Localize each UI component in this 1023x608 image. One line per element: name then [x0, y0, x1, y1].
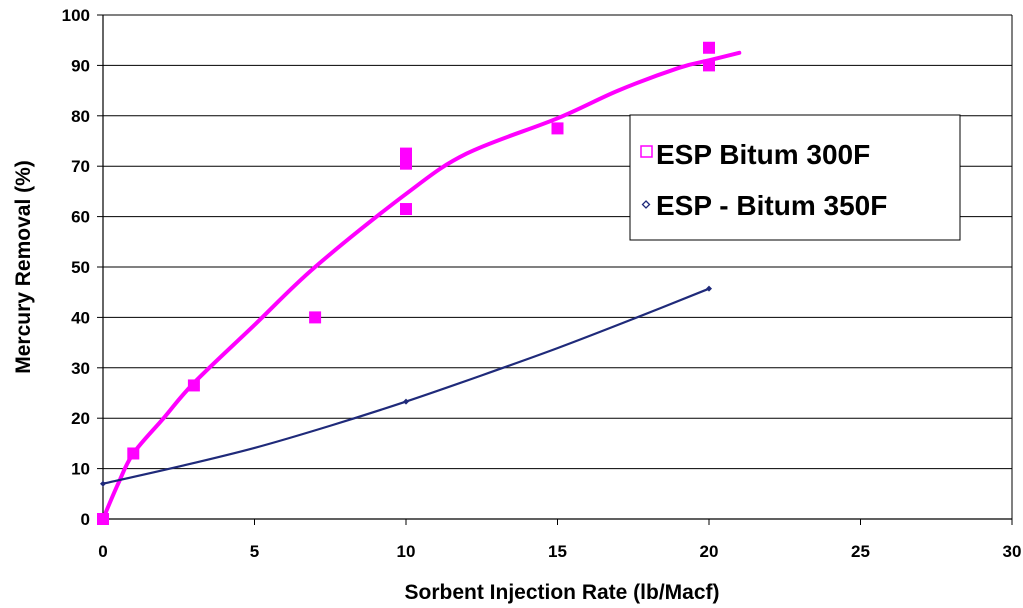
x-tick-label-0: 0 [98, 542, 107, 561]
y-tick-label-100: 100 [62, 6, 90, 25]
x-axis-title: Sorbent Injection Rate (lb/Macf) [404, 581, 719, 604]
point-esp-bitum-350f-1 [403, 398, 409, 405]
point-esp-bitum-300f-8 [703, 59, 715, 72]
y-tick-label-10: 10 [71, 460, 90, 479]
point-esp-bitum-300f-6 [400, 147, 412, 160]
y-tick-label-50: 50 [71, 258, 90, 277]
series-esp-bitum-300f [97, 41, 742, 525]
point-esp-bitum-350f-2 [706, 285, 712, 292]
legend: ESP Bitum 300F ESP - Bitum 350F [629, 114, 961, 241]
x-tick-label-30: 30 [1003, 542, 1022, 561]
axes [97, 14, 1013, 525]
gridlines [103, 14, 1012, 470]
point-esp-bitum-300f-7 [551, 122, 564, 135]
point-esp-bitum-300f-2 [187, 379, 200, 392]
point-esp-bitum-300f-9 [703, 41, 715, 54]
y-tick-label-90: 90 [71, 56, 90, 75]
legend-label-esp-bitum-300f: ESP Bitum 300F [656, 139, 870, 170]
y-tick-label-30: 30 [71, 359, 90, 378]
y-tick-label-60: 60 [71, 208, 90, 227]
legend-marker-esp-bitum-300f [640, 145, 653, 158]
y-axis-title: Mercury Removal (%) [12, 160, 35, 374]
point-esp-bitum-350f-0 [100, 480, 106, 487]
x-tick-label-5: 5 [250, 542, 259, 561]
point-esp-bitum-300f-3 [309, 311, 322, 324]
x-tick-label-20: 20 [700, 542, 719, 561]
y-tick-label-20: 20 [71, 409, 90, 428]
series [97, 41, 742, 525]
y-tick-label-80: 80 [71, 107, 90, 126]
y-tick-label-0: 0 [81, 510, 90, 529]
y-tick-label-70: 70 [71, 157, 90, 176]
tick-labels: 0 10 20 30 40 50 60 70 80 90 100 0 5 10 15 20 25 30 [62, 6, 1022, 561]
point-esp-bitum-300f-5 [400, 157, 412, 170]
legend-box [629, 114, 961, 241]
y-tick-label-40: 40 [71, 308, 90, 327]
x-tick-label-10: 10 [397, 542, 416, 561]
legend-marker-esp-bitum-350f [641, 200, 651, 209]
legend-label-esp-bitum-350f: ESP - Bitum 350F [656, 190, 887, 221]
x-tick-label-15: 15 [548, 542, 567, 561]
trendline-esp-bitum-300f [101, 50, 742, 521]
point-esp-bitum-300f-0 [97, 513, 109, 525]
series-esp-bitum-350f [100, 285, 712, 487]
point-esp-bitum-300f-4 [400, 203, 412, 216]
x-tick-label-25: 25 [851, 542, 870, 561]
point-esp-bitum-300f-1 [127, 447, 140, 460]
